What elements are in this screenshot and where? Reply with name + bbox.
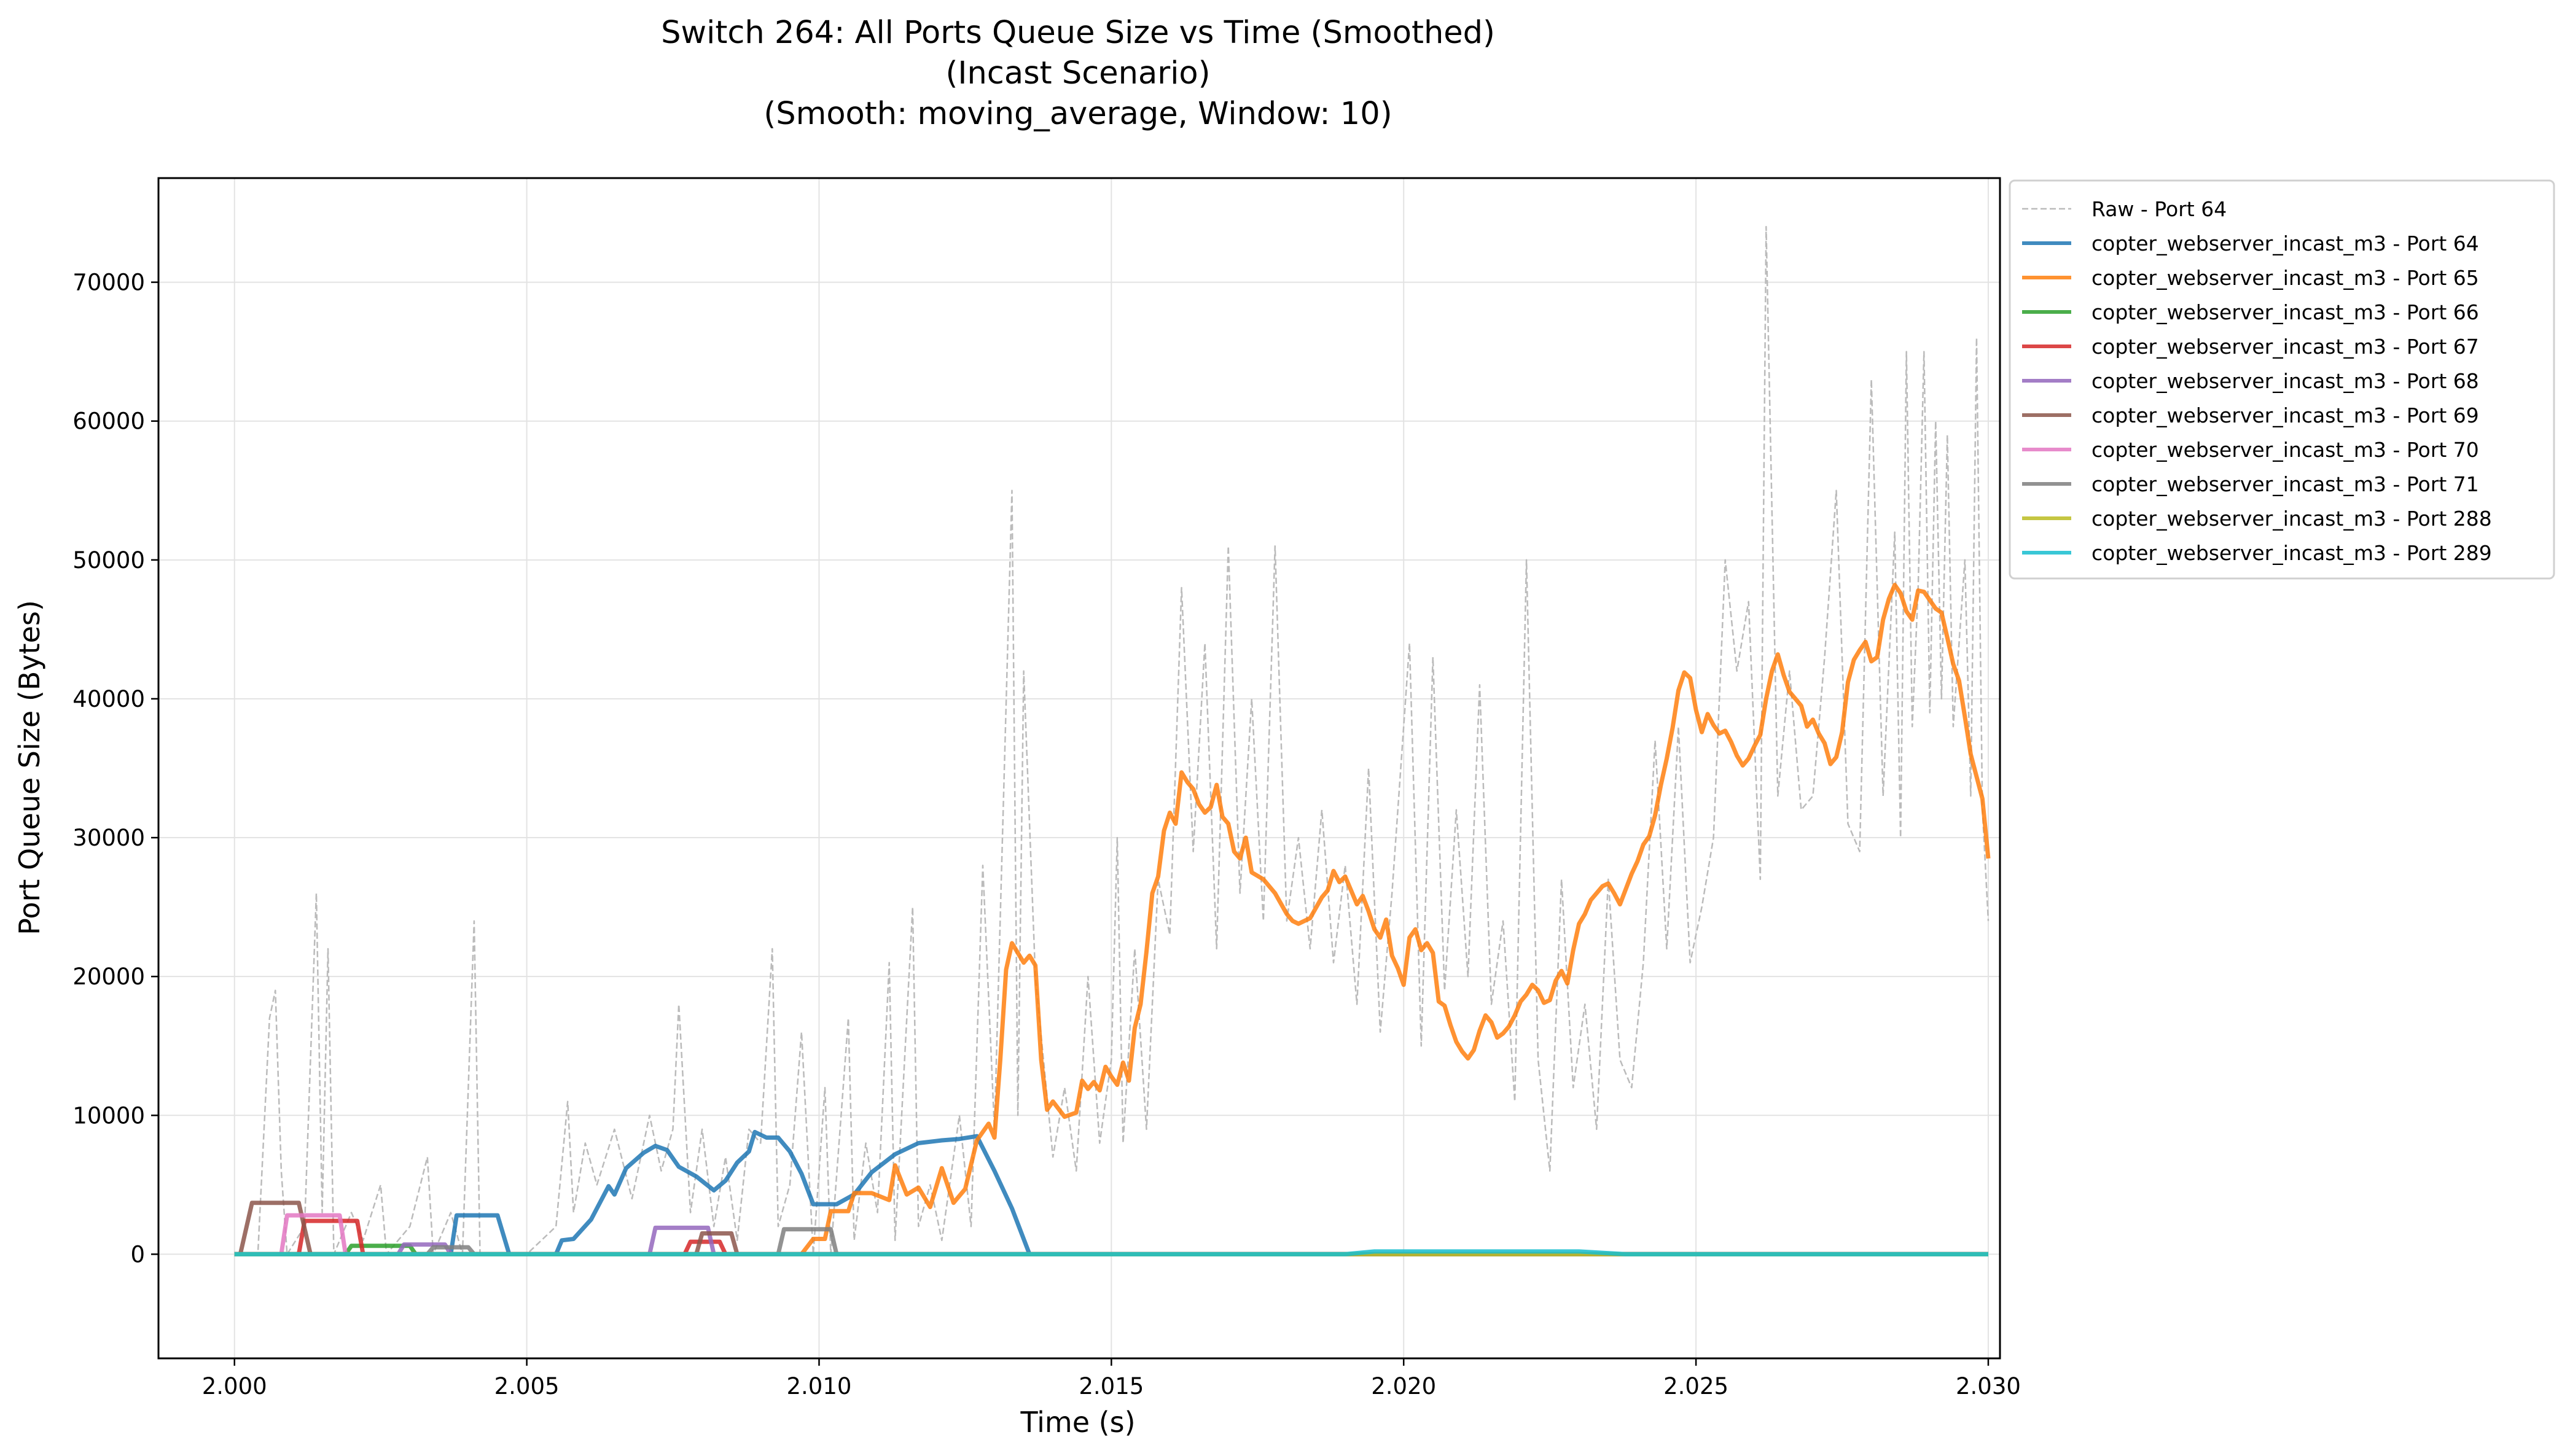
chart-title-line-2: (Incast Scenario) — [946, 55, 1211, 91]
legend-label-8: copter_webserver_incast_m3 - Port 71 — [2091, 472, 2479, 496]
series-line-2 — [234, 583, 1991, 1256]
x-tick-label: 2.010 — [787, 1373, 852, 1400]
x-tick-label: 2.015 — [1079, 1373, 1144, 1400]
legend-label-6: copter_webserver_incast_m3 - Port 69 — [2091, 403, 2479, 427]
plot-frame — [157, 177, 2001, 1360]
legend-label-10: copter_webserver_incast_m3 - Port 289 — [2091, 541, 2492, 565]
legend-box — [2009, 179, 2555, 580]
series-line-10 — [234, 1249, 1988, 1256]
legend-label-7: copter_webserver_incast_m3 - Port 70 — [2091, 438, 2479, 462]
y-tick-label: 0 — [130, 1241, 145, 1267]
chart-title-line-3: (Smooth: moving_average, Window: 10) — [764, 96, 1392, 132]
x-axis: 2.000 2.005 2.010 2.015 2.020 2.025 2.030 — [202, 1358, 2021, 1400]
x-axis-label: Time (s) — [1020, 1406, 1135, 1439]
legend: Raw - Port 64 copter_webserver_incast_m3 … — [2009, 179, 2555, 580]
y-axis-label: Port Queue Size (Bytes) — [13, 600, 46, 935]
y-tick-label: 70000 — [72, 270, 145, 296]
legend-label-9: copter_webserver_incast_m3 - Port 288 — [2091, 507, 2492, 531]
y-tick-label: 10000 — [72, 1102, 145, 1129]
series-line-1 — [234, 1129, 1988, 1256]
chart-title-line-1: Switch 264: All Ports Queue Size vs Time… — [661, 15, 1495, 51]
legend-label-5: copter_webserver_incast_m3 - Port 68 — [2091, 369, 2479, 393]
y-axis: 0 10000 20000 30000 40000 50000 60000 70000 — [72, 270, 158, 1267]
x-tick-label: 2.000 — [202, 1373, 267, 1400]
y-tick-label: 50000 — [72, 547, 145, 574]
series-layer — [234, 225, 1991, 1256]
y-tick-label: 40000 — [72, 686, 145, 712]
legend-label-4: copter_webserver_incast_m3 - Port 67 — [2091, 335, 2479, 359]
legend-label-1: copter_webserver_incast_m3 - Port 64 — [2091, 232, 2479, 255]
legend-label-2: copter_webserver_incast_m3 - Port 65 — [2091, 266, 2479, 290]
x-tick-label: 2.025 — [1663, 1373, 1728, 1400]
y-tick-label: 60000 — [72, 408, 145, 435]
y-tick-label: 30000 — [72, 825, 145, 851]
x-tick-label: 2.020 — [1371, 1373, 1436, 1400]
x-tick-label: 2.030 — [1956, 1373, 2021, 1400]
y-tick-label: 20000 — [72, 964, 145, 990]
legend-label-3: copter_webserver_incast_m3 - Port 66 — [2091, 300, 2479, 324]
legend-label-0: Raw - Port 64 — [2091, 197, 2227, 221]
x-tick-label: 2.005 — [494, 1373, 560, 1400]
plot-area — [234, 225, 1991, 1256]
